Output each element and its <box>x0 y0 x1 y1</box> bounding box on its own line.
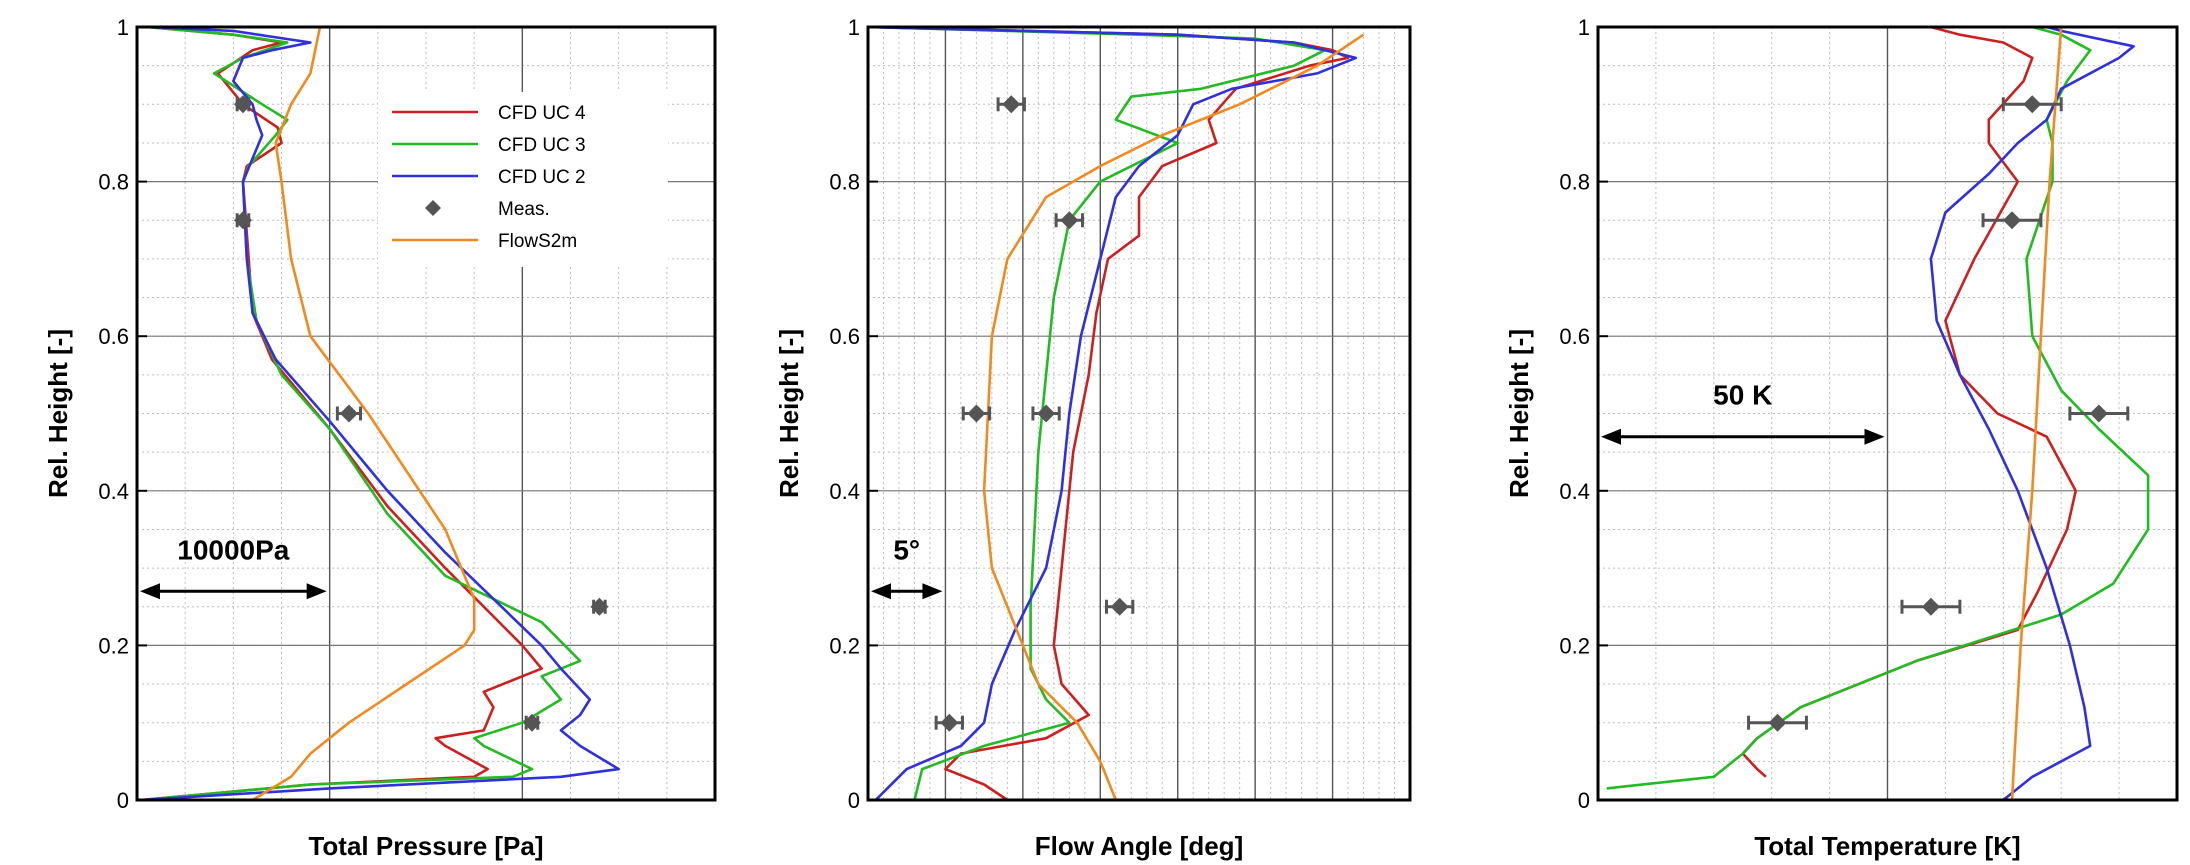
y-axis-title: Rel. Height [-] <box>43 329 73 498</box>
chart-panel-3: 0 0.2 0.4 0.6 0.8 1 50 K Total Temperature [K] R… <box>1504 15 2179 861</box>
measurement-marker <box>2002 211 2021 230</box>
y-axis-title: Rel. Height [-] <box>1504 329 1534 498</box>
y-tick-label: 1 <box>1578 15 1590 40</box>
scale-bar-arrow-left <box>871 583 891 600</box>
legend-label: CFD UC 2 <box>498 167 586 188</box>
y-tick-label: 1 <box>848 15 860 40</box>
measurement-marker <box>940 713 959 732</box>
y-tick-label: 0.6 <box>98 324 129 349</box>
y-tick-label: 0.6 <box>829 324 860 349</box>
series-line-cfd-uc-2 <box>140 25 620 802</box>
x-axis-title: Total Temperature [K] <box>1754 831 2020 861</box>
measurement-marker <box>339 404 358 423</box>
y-tick-label: 0.6 <box>1559 324 1590 349</box>
y-tick-label: 1 <box>117 15 129 40</box>
scale-bar-label: 10000Pa <box>177 534 290 565</box>
x-axis-title: Flow Angle [deg] <box>1035 831 1243 861</box>
y-axis-title: Rel. Height [-] <box>774 329 804 498</box>
legend-label: CFD UC 3 <box>498 135 586 156</box>
measurement-marker <box>233 211 252 230</box>
plot-frame <box>1596 25 2179 802</box>
chart-panel-1: 0 0.2 0.4 0.6 0.8 1 10000Pa Total Pressure [Pa]… <box>43 15 717 861</box>
series-line-flows2m <box>2010 26 2063 801</box>
measurement-marker <box>590 597 609 616</box>
y-tick-label: 0.8 <box>829 170 860 195</box>
y-tick-label: 0.8 <box>1559 170 1590 195</box>
y-tick-label: 0 <box>848 788 860 813</box>
scale-bar-label: 50 K <box>1713 380 1772 411</box>
scale-bar-label: 5° <box>893 534 920 565</box>
measurement-marker <box>2089 404 2108 423</box>
scale-bar-arrow-right <box>922 583 943 600</box>
y-tick-label: 0 <box>117 788 129 813</box>
series-line-cfd-uc-2 <box>1929 25 2135 802</box>
scale-bar-arrow-left <box>140 583 160 600</box>
series-line-cfd-uc-3 <box>1606 25 2150 790</box>
series-line-cfd-uc-4 <box>867 25 1350 802</box>
plot-frame <box>866 25 1412 802</box>
measurement-marker <box>1110 597 1129 616</box>
series-line-flows2m <box>982 33 1365 801</box>
legend-label: Meas. <box>498 199 550 220</box>
measurement-marker <box>1002 95 1021 114</box>
measurement-marker <box>1768 713 1787 732</box>
series-line-cfd-uc-3 <box>867 25 1327 801</box>
y-tick-label: 0.4 <box>829 479 860 504</box>
legend-box <box>378 92 668 267</box>
series-line-cfd-uc-3 <box>140 25 582 802</box>
measurement-marker <box>967 404 986 423</box>
y-tick-label: 0.2 <box>98 633 129 658</box>
series-line-cfd-uc-4 <box>140 25 543 802</box>
legend-marker <box>425 200 441 216</box>
y-tick-label: 0.8 <box>98 170 129 195</box>
measurement-marker <box>1037 404 1056 423</box>
series-line-flows2m <box>251 26 476 802</box>
series-line-cfd-uc-2 <box>867 25 1358 801</box>
y-tick-label: 0.4 <box>1559 479 1590 504</box>
y-tick-label: 0 <box>1578 788 1590 813</box>
scale-bar-arrow-left <box>1601 428 1621 445</box>
y-tick-label: 0.4 <box>98 479 129 504</box>
legend-label: FlowS2m <box>498 231 577 252</box>
chart-panel-2: 0 0.2 0.4 0.6 0.8 1 5° Flow Angle [deg] Rel. Hei… <box>774 15 1412 861</box>
y-tick-label: 0.2 <box>829 633 860 658</box>
x-axis-title: Total Pressure [Pa] <box>308 831 543 861</box>
measurement-marker <box>233 95 252 114</box>
plot-frame <box>135 25 717 802</box>
legend-label: CFD UC 4 <box>498 103 586 124</box>
measurement-marker <box>2023 95 2042 114</box>
measurement-marker <box>522 713 541 732</box>
scale-bar-arrow-right <box>306 583 327 600</box>
measurement-marker <box>1921 597 1940 616</box>
scale-bar-arrow-right <box>1864 428 1885 445</box>
measurement-marker <box>1060 211 1079 230</box>
y-tick-label: 0.2 <box>1559 633 1590 658</box>
